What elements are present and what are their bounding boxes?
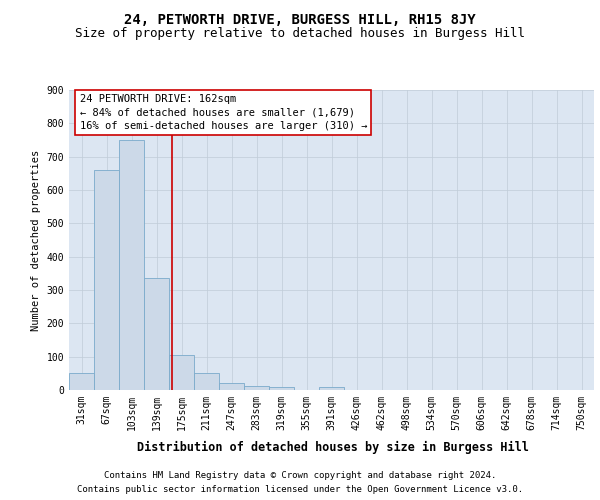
Y-axis label: Number of detached properties: Number of detached properties [31, 150, 41, 330]
Bar [269, 388, 294, 390]
Bar [144, 278, 169, 390]
Text: 24, PETWORTH DRIVE, BURGESS HILL, RH15 8JY: 24, PETWORTH DRIVE, BURGESS HILL, RH15 8… [124, 12, 476, 26]
Bar [94, 170, 119, 390]
Text: Distribution of detached houses by size in Burgess Hill: Distribution of detached houses by size … [137, 441, 529, 454]
Bar [244, 386, 269, 390]
Text: 24 PETWORTH DRIVE: 162sqm
← 84% of detached houses are smaller (1,679)
16% of se: 24 PETWORTH DRIVE: 162sqm ← 84% of detac… [79, 94, 367, 131]
Text: Contains HM Land Registry data © Crown copyright and database right 2024.: Contains HM Land Registry data © Crown c… [104, 472, 496, 480]
Bar [169, 355, 194, 390]
Bar [219, 382, 244, 390]
Bar [119, 140, 144, 390]
Text: Contains public sector information licensed under the Open Government Licence v3: Contains public sector information licen… [77, 484, 523, 494]
Text: Size of property relative to detached houses in Burgess Hill: Size of property relative to detached ho… [75, 28, 525, 40]
Bar [194, 374, 219, 390]
Bar [69, 374, 94, 390]
Bar [319, 386, 344, 390]
